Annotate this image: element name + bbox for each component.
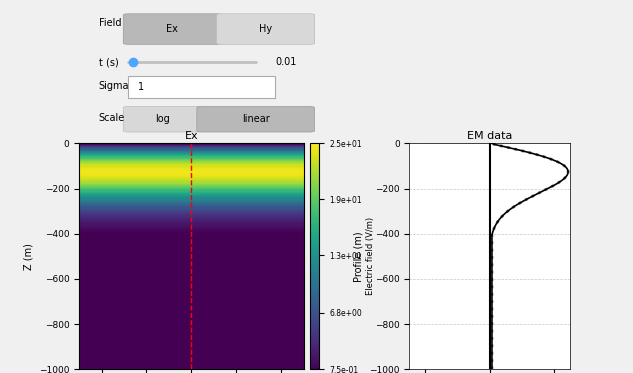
Title: EM data: EM data	[467, 131, 512, 141]
Text: 0.01: 0.01	[275, 57, 297, 67]
Text: Ex: Ex	[166, 24, 179, 34]
Y-axis label: Profile (m): Profile (m)	[354, 231, 363, 282]
FancyBboxPatch shape	[197, 107, 315, 132]
Text: linear: linear	[242, 114, 270, 124]
FancyBboxPatch shape	[123, 107, 202, 132]
FancyBboxPatch shape	[128, 76, 275, 98]
Text: 1: 1	[138, 82, 144, 92]
Text: t (s): t (s)	[99, 57, 118, 67]
Y-axis label: Z (m): Z (m)	[23, 243, 34, 270]
Y-axis label: Electric field (V/m): Electric field (V/m)	[366, 217, 375, 295]
FancyBboxPatch shape	[123, 14, 222, 44]
Text: log: log	[155, 114, 170, 124]
Text: Scale: Scale	[99, 113, 125, 123]
Text: Sigma: Sigma	[99, 81, 129, 91]
FancyBboxPatch shape	[216, 14, 315, 44]
Text: Hy: Hy	[259, 24, 272, 34]
Text: Field: Field	[99, 18, 122, 28]
Title: Ex: Ex	[185, 131, 198, 141]
